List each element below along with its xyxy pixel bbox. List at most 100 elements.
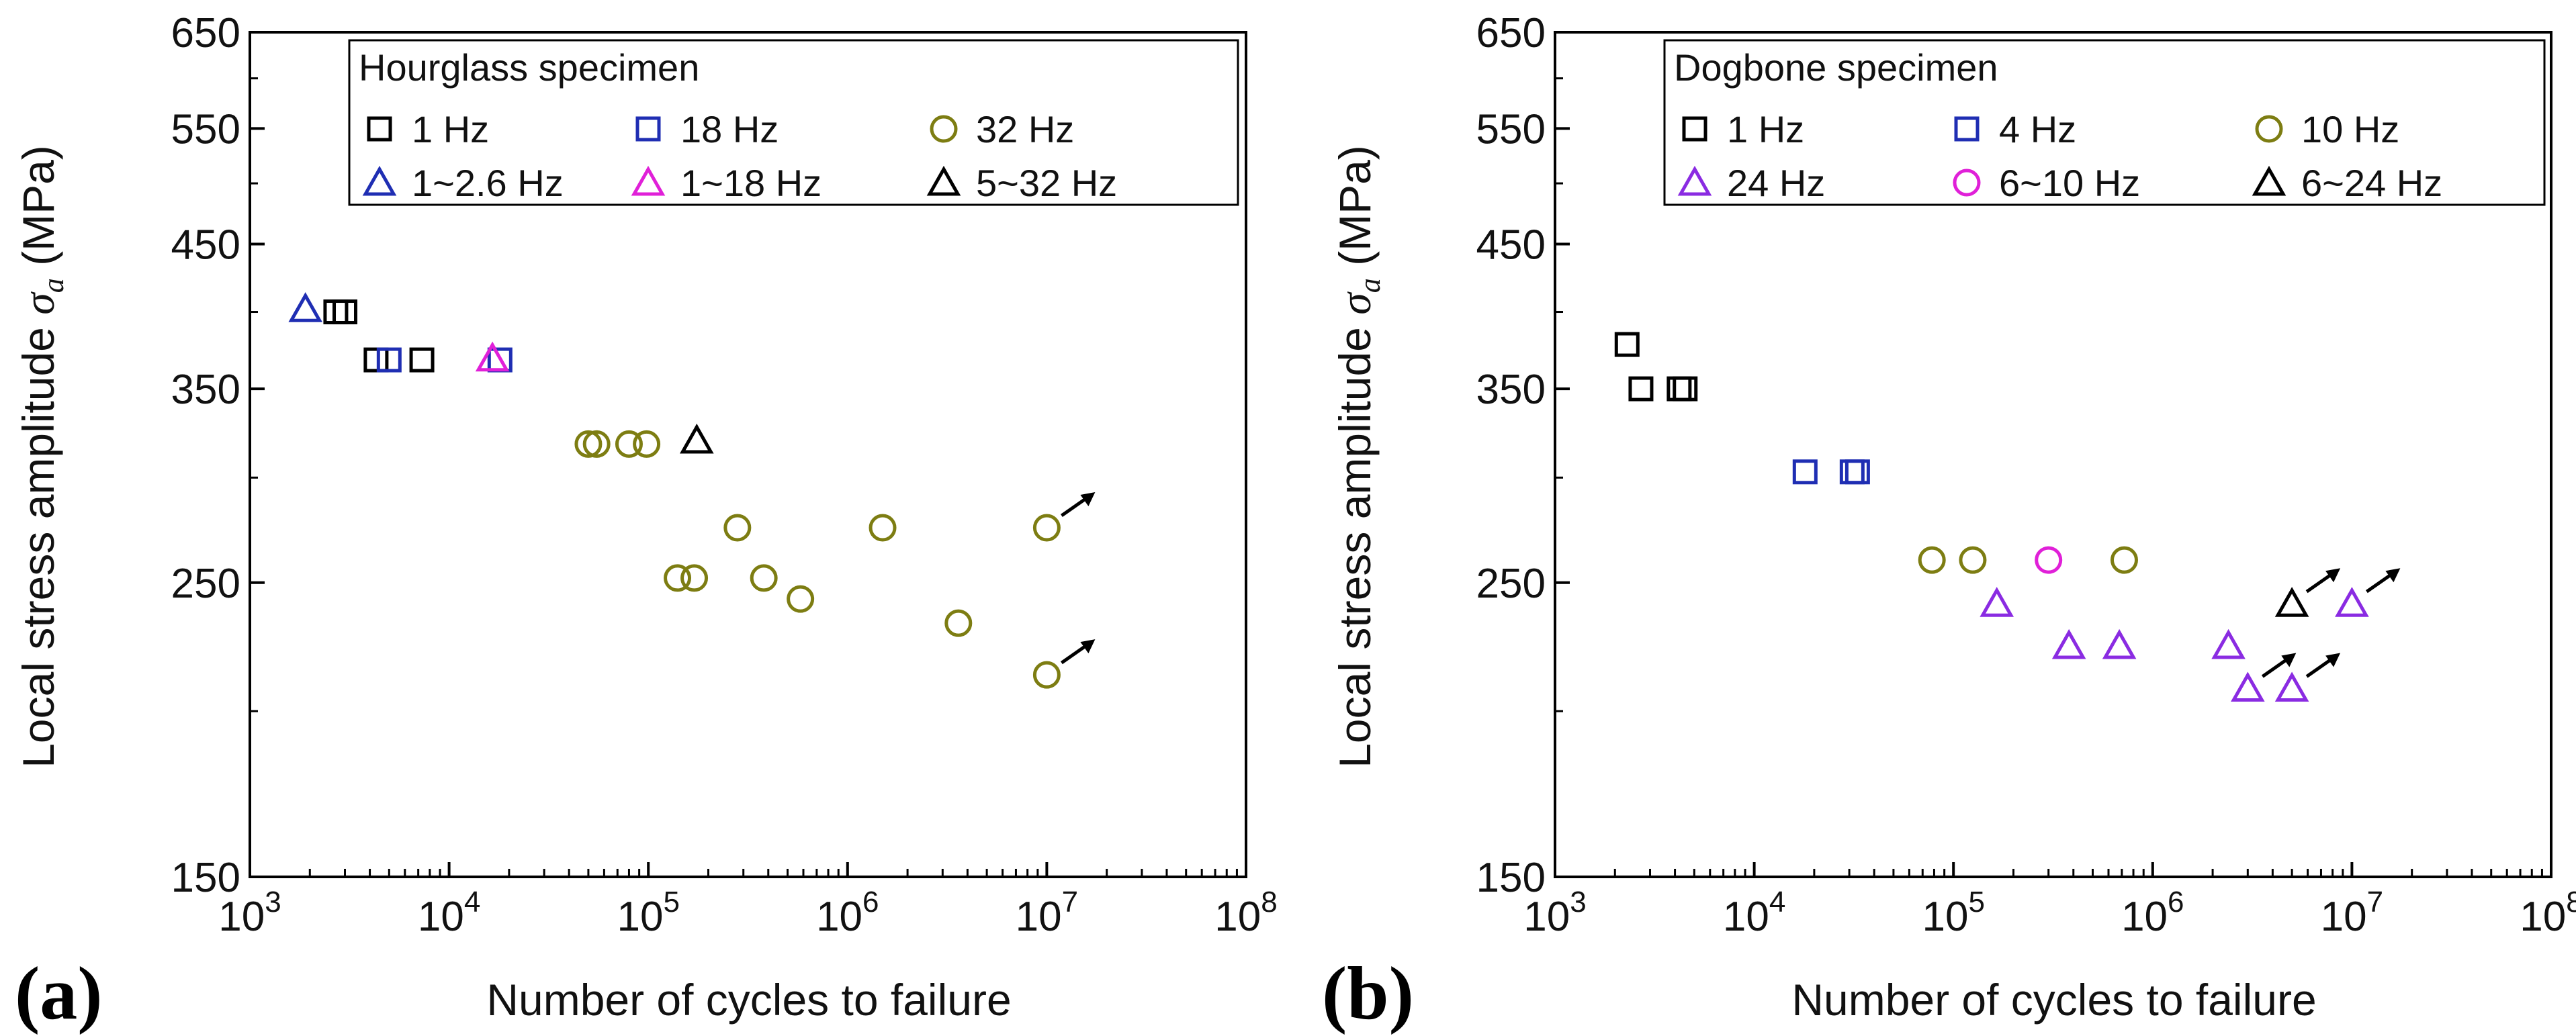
x-tick-label: 106 [2121,886,2184,940]
x-tick-label: 105 [617,886,679,940]
legend-box [1663,39,2546,206]
data-point [288,292,322,322]
legend-marker [367,116,392,142]
y-tick-label: 350 [1476,367,1546,413]
legend-entry-label: 1 Hz [412,108,489,150]
legend-box [348,39,1239,206]
data-point [615,430,643,458]
y-tick-label: 350 [171,367,240,413]
legend-marker [1954,116,1980,142]
data-point [475,341,510,372]
y-tick-label: 250 [171,561,240,607]
data-point [1032,661,1061,689]
data-point [680,564,709,592]
runout-arrow [2261,656,2291,678]
panel-label: (b) [1322,952,1414,1035]
data-point [723,514,752,542]
runout-arrowhead [2325,653,2341,667]
legend-title: Hourglass specimen [359,46,699,89]
x-axis-ticks: 103 104 105 106 107 108 [218,862,1278,940]
legend-title: Dogbone specimen [1674,46,1998,89]
data-point [664,564,692,592]
data-point [2110,546,2138,574]
data-points [288,292,1096,689]
y-axis-ticks: 150 250 350 450 550 650 [1476,10,1570,901]
data-point [2231,671,2265,702]
legend-marker [1953,169,1981,197]
x-tick-label: 106 [816,886,879,940]
data-point [2035,546,2063,574]
legend-entry-label: 1 Hz [1727,108,1804,150]
x-axis-label: Number of cycles to failure [486,975,1011,1025]
plot-frame [249,31,1247,878]
data-point [1918,546,1946,574]
runout-arrow [2305,571,2335,594]
data-point [869,514,897,542]
y-tick-label: 650 [171,10,240,56]
data-point [2335,587,2369,617]
y-tick-label: 550 [171,106,240,152]
data-point [679,423,714,454]
y-tick-label: 250 [1476,561,1546,607]
x-axis-ticks: 103 104 105 106 107 108 [1523,862,2576,940]
data-point [750,564,778,592]
x-tick-label: 107 [1016,886,1078,940]
y-axis-label: Local stress amplitude σa (MPa) [1330,145,1386,768]
legend-entry-label: 1~18 Hz [680,162,821,204]
legend-marker [2255,115,2283,143]
data-point [409,347,435,373]
legend-marker [1682,116,1707,142]
data-point [633,430,661,458]
x-tick-label: 103 [218,886,281,940]
runout-arrowhead [1080,639,1096,654]
legend-marker [1677,165,1712,196]
y-tick-label: 450 [1476,222,1546,268]
legend-marker [631,165,666,196]
y-axis-label: Local stress amplitude σa (MPa) [13,145,70,768]
x-tick-label: 104 [418,886,480,940]
legend-entry-label: 5~32 Hz [976,162,1117,204]
data-point [363,347,389,373]
legend-marker [930,115,958,143]
data-point [1959,546,1987,574]
x-tick-label: 107 [2321,886,2383,940]
legend-marker [635,116,661,142]
legend-entry-label: 6~10 Hz [1999,162,2140,204]
data-point [1792,459,1818,485]
runout-arrow [2305,656,2335,678]
data-point [1673,376,1698,402]
legend-entry-label: 1~2.6 Hz [412,162,564,204]
legend-marker [362,165,397,196]
runout-arrowhead [2281,653,2297,667]
legend-entry-label: 6~24 Hz [2301,162,2442,204]
data-point [574,430,603,458]
data-point [582,430,611,458]
legend-entry-label: 4 Hz [1999,108,2076,150]
data-point [2211,628,2246,659]
data-point [2274,587,2309,617]
data-point [1614,332,1640,357]
legend-marker [2252,165,2286,196]
legend-entry-label: 10 Hz [2301,108,2399,150]
y-tick-label: 450 [171,222,240,268]
data-point [2274,671,2309,702]
panel-b-chart: 150 250 350 450 550 650 103 104 105 106 107 108 Do… [1322,10,2576,1035]
y-axis-ticks: 150 250 350 450 550 650 [171,10,265,901]
x-axis-label: Number of cycles to failure [1791,975,2316,1025]
legend-entry-label: 18 Hz [680,108,779,150]
data-point [1980,587,2014,617]
y-tick-label: 550 [1476,106,1546,152]
legend: Dogbone specimen 1 Hz 4 Hz 10 Hz 24 Hz 6~10 H… [1663,39,2546,206]
panel-label: (a) [15,952,103,1035]
y-tick-label: 650 [1476,10,1546,56]
data-points [1614,332,2401,702]
legend: Hourglass specimen 1 Hz 18 Hz 32 Hz 1~2.6 Hz… [348,39,1239,206]
runout-arrowhead [2385,568,2401,583]
data-point [332,299,358,325]
panel-a-chart: 150 250 350 450 550 650 103 104 105 106 107 108 Ho… [13,10,1278,1035]
data-point [944,609,973,637]
legend-entry-label: 24 Hz [1727,162,1825,204]
y-tick-label: 150 [171,855,240,901]
runout-arrow [1060,495,1090,518]
